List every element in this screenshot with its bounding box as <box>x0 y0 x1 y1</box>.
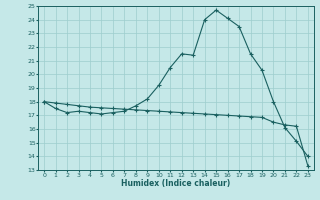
X-axis label: Humidex (Indice chaleur): Humidex (Indice chaleur) <box>121 179 231 188</box>
